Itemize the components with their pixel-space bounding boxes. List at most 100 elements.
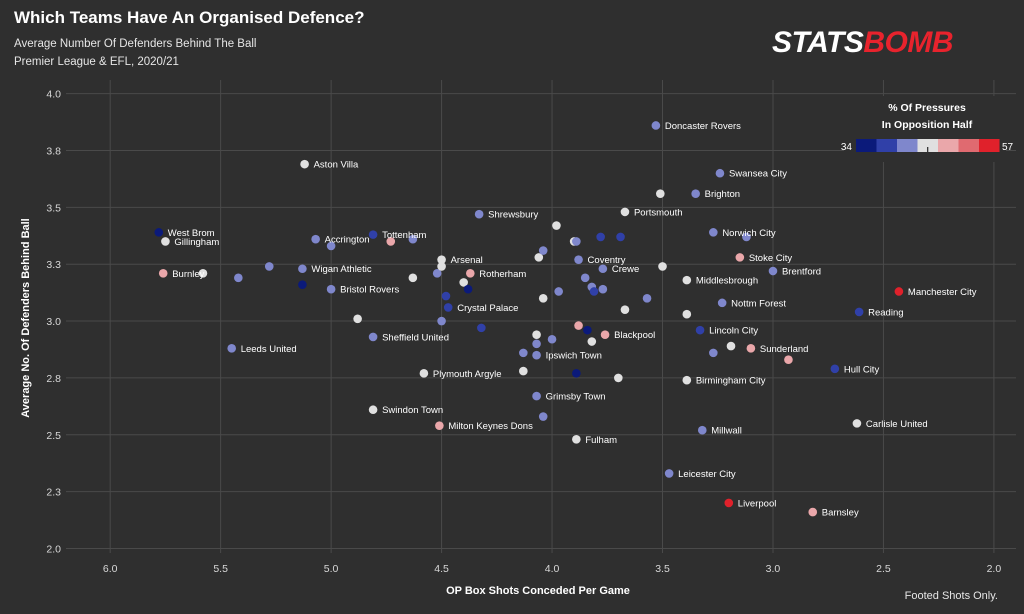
team-label: Aston Villa: [314, 160, 359, 171]
data-point: [466, 268, 475, 278]
legend-min-label: 34: [841, 142, 853, 153]
data-point: [572, 369, 581, 378]
team-label: Barnsley: [822, 508, 859, 519]
data-point: [598, 284, 608, 294]
data-point: [658, 262, 667, 271]
x-tick-label: 3.5: [655, 563, 670, 575]
data-point: [234, 273, 243, 283]
data-point: [474, 209, 484, 219]
data-point: [161, 237, 170, 246]
y-tick-label: 2.0: [46, 543, 61, 555]
data-point: [441, 291, 451, 301]
y-tick-label: 3.0: [46, 316, 61, 328]
legend-color-scale: [856, 139, 1000, 152]
team-label: Tottenham: [382, 230, 426, 241]
data-point: [538, 246, 548, 255]
data-point: [198, 268, 208, 278]
team-label: Shrewsbury: [488, 210, 538, 221]
data-point: [264, 262, 274, 271]
legend-swatch: [917, 139, 938, 152]
x-tick-label: 5.5: [213, 563, 228, 575]
data-point: [534, 253, 544, 262]
data-point: [852, 419, 862, 428]
x-tick-label: 4.5: [434, 563, 449, 575]
data-point: [538, 294, 548, 303]
team-label: West Brom: [168, 228, 215, 239]
data-point: [620, 305, 630, 314]
chart-subtitle-competition: Premier League & EFL, 2020/21: [14, 56, 179, 68]
team-label: Millwall: [711, 426, 742, 437]
data-point: [589, 287, 599, 296]
data-point: [600, 330, 610, 339]
y-tick-label: 3.5: [46, 202, 61, 214]
data-point: [419, 369, 429, 378]
data-point: [158, 268, 168, 278]
data-point: [642, 294, 652, 303]
data-point: [554, 287, 563, 296]
team-label: Reading: [868, 307, 903, 318]
team-label: Brighton: [705, 189, 740, 200]
team-label: Liverpool: [738, 498, 777, 509]
y-tick-label: 4.0: [46, 89, 61, 101]
y-tick-label: 2.3: [46, 487, 61, 499]
team-label: Leeds United: [241, 344, 297, 355]
data-point: [463, 284, 473, 294]
team-label: Swindon Town: [382, 405, 443, 416]
x-tick-label: 2.5: [876, 563, 891, 575]
data-point: [572, 237, 581, 246]
team-label: Blackpool: [614, 330, 655, 341]
data-point: [300, 159, 309, 169]
data-point: [532, 339, 541, 349]
data-point: [656, 189, 665, 199]
team-label: Wigan Athletic: [311, 264, 371, 275]
data-point: [742, 232, 751, 242]
team-label: Nottm Forest: [731, 298, 786, 309]
data-point: [368, 405, 378, 415]
legend-swatch: [958, 139, 979, 152]
data-point: [709, 348, 718, 358]
y-tick-label: 2.8: [46, 373, 61, 385]
data-point: [709, 228, 718, 237]
point-labels: Doncaster Rovers Swansea City Brighton Port…: [168, 121, 977, 519]
team-label: Brentford: [782, 267, 821, 278]
team-label: Manchester City: [908, 287, 977, 298]
team-label: Fulham: [585, 435, 617, 446]
team-label: Doncaster Rovers: [665, 121, 741, 132]
data-point: [651, 121, 661, 130]
team-label: Bristol Rovers: [340, 285, 399, 296]
grid-lines: [66, 80, 1016, 553]
data-point: [715, 168, 725, 178]
data-point: [574, 255, 583, 264]
data-point: [768, 266, 778, 276]
team-label: Arsenal: [451, 255, 483, 266]
statsbomb-logo: STATSBOMB: [772, 26, 954, 60]
team-label: Birmingham City: [696, 376, 766, 387]
legend-swatch: [876, 139, 897, 152]
data-point: [311, 234, 320, 244]
data-point: [532, 330, 541, 339]
data-point: [784, 355, 793, 365]
logo-text-stats: STATS: [772, 26, 864, 59]
data-point: [854, 307, 864, 317]
data-point: [614, 373, 623, 383]
y-axis-ticks: 2.0 2.3 2.5 2.8 3.0 3.3 3.5 3.8 4.0: [46, 89, 61, 556]
data-point: [574, 321, 583, 330]
data-point: [298, 264, 307, 274]
legend-max-label: 57: [1002, 142, 1014, 153]
data-point: [583, 325, 592, 335]
logo-text-bomb: BOMB: [863, 26, 954, 59]
team-label: Hull City: [844, 364, 880, 375]
data-point: [596, 232, 605, 242]
x-tick-label: 3.0: [766, 563, 781, 575]
data-point: [620, 207, 630, 217]
data-point: [691, 189, 700, 199]
footnote: Footed Shots Only.: [904, 590, 998, 602]
data-point: [664, 469, 674, 478]
team-label: Swansea City: [729, 169, 787, 180]
team-label: Carlisle United: [866, 419, 928, 430]
team-label: Middlesbrough: [696, 276, 758, 287]
data-point: [326, 284, 336, 294]
team-label: Crystal Palace: [457, 303, 518, 314]
x-tick-label: 2.0: [987, 563, 1002, 575]
